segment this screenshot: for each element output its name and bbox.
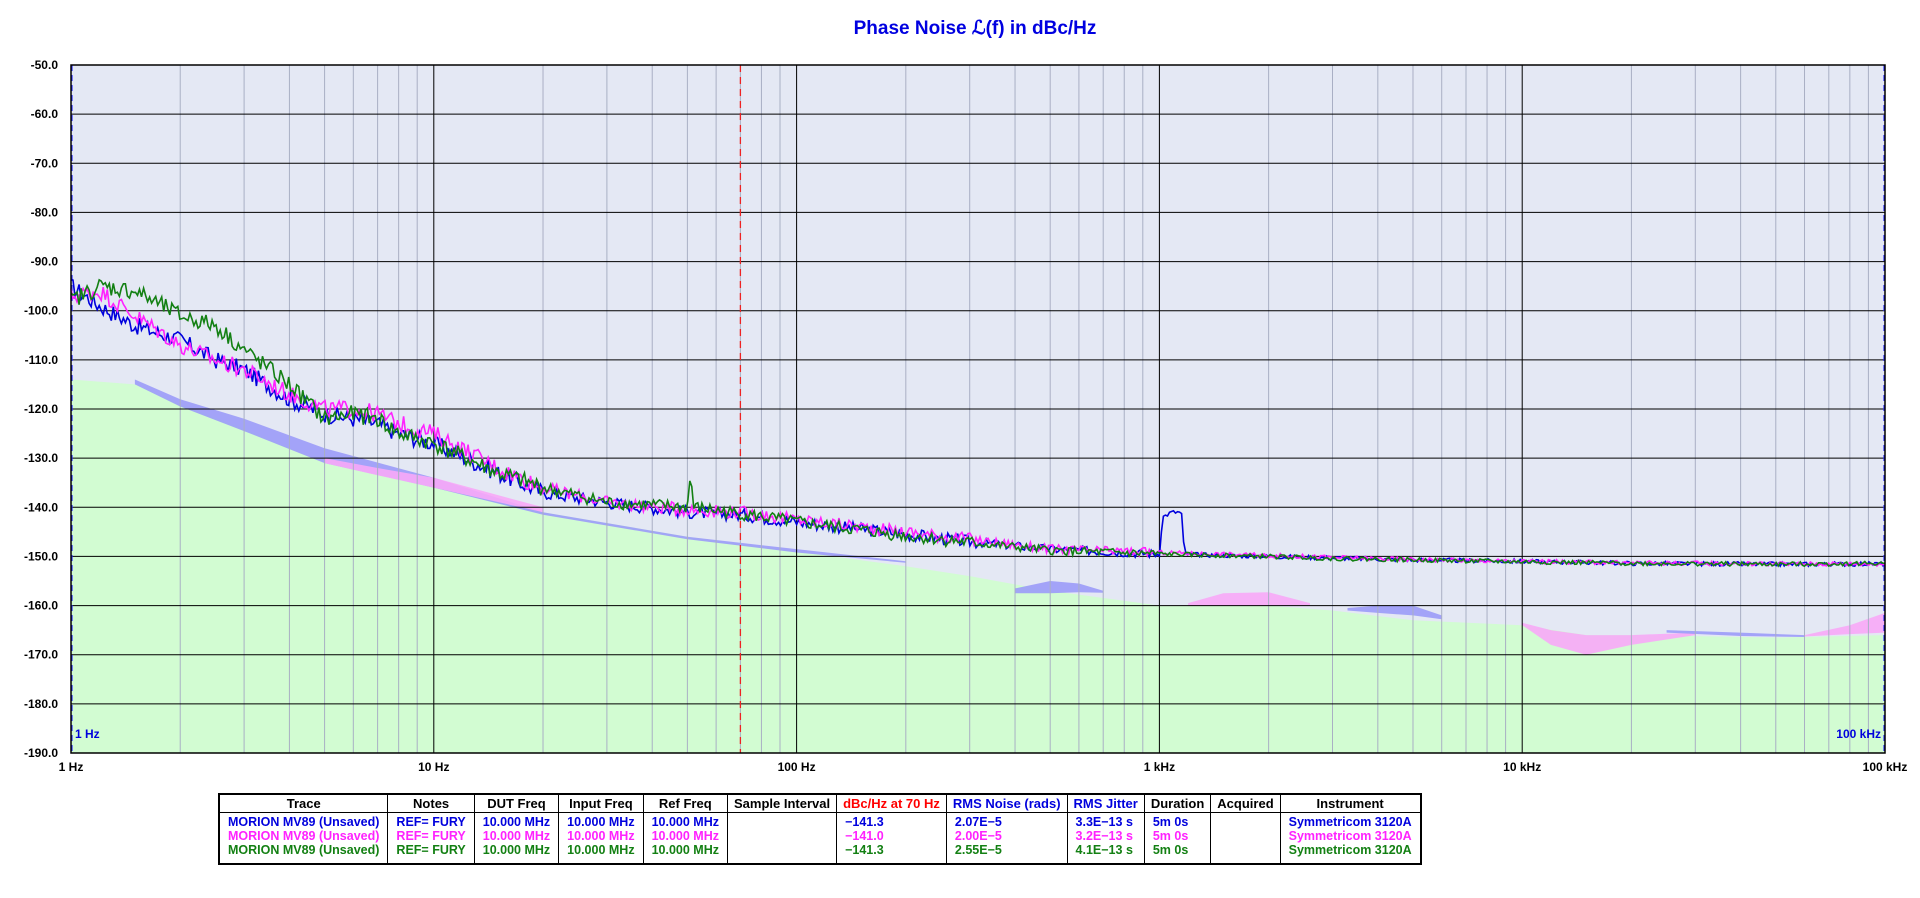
range-end-label: 100 kHz	[1836, 727, 1881, 741]
column-header: Sample Interval	[726, 793, 838, 813]
table-cell: 10.000 MHz	[558, 843, 644, 864]
y-tick-label: -140.0	[24, 500, 58, 514]
table-cell: 10.000 MHz	[558, 812, 644, 829]
table-cell: 2.00E−5	[945, 829, 1068, 843]
table-cell: MORION MV89 (Unsaved)	[218, 812, 389, 829]
table-cell: 10.000 MHz	[642, 812, 728, 829]
table-cell: 5m 0s	[1143, 812, 1212, 829]
uncertainty-band-2	[1015, 581, 1104, 594]
table-cell: Symmetricom 3120A	[1279, 812, 1422, 829]
table-cell	[726, 812, 838, 829]
table-cell: 3.2E−13 s	[1066, 829, 1145, 843]
table-cell: 2.55E−5	[945, 843, 1068, 864]
y-tick-label: -120.0	[24, 402, 58, 416]
table-cell: 4.1E−13 s	[1066, 843, 1145, 864]
table-header-row: Trace Notes DUT Freq Input Freq Ref Freq Samp…	[218, 793, 1422, 813]
table-cell: 10.000 MHz	[473, 843, 560, 864]
table-cell: 5m 0s	[1143, 843, 1212, 864]
table-row: MORION MV89 (Unsaved) REF= FURY 10.000 MHz…	[218, 843, 1422, 864]
y-tick-label: -80.0	[31, 205, 59, 219]
y-tick-label: -90.0	[31, 255, 59, 269]
column-header: Trace	[218, 793, 389, 813]
y-tick-label: -190.0	[24, 746, 58, 760]
phase-noise-plot: -50.0 -60.0 -70.0 -80.0 -90.0 -100.0 -110.0 -12…	[24, 58, 1908, 774]
table-cell	[726, 829, 838, 843]
column-header: DUT Freq	[473, 793, 560, 813]
table-cell: 10.000 MHz	[473, 812, 560, 829]
column-header: Input Freq	[558, 793, 644, 813]
table-cell: MORION MV89 (Unsaved)	[218, 843, 389, 864]
table-cell: 10.000 MHz	[558, 829, 644, 843]
table-cell: MORION MV89 (Unsaved)	[218, 829, 389, 843]
column-header: Duration	[1143, 793, 1212, 813]
y-tick-label: -70.0	[31, 156, 59, 170]
table-cell: −141.3	[836, 843, 947, 864]
table-cell: −141.0	[836, 829, 947, 843]
uncertainty-band-7	[1804, 612, 1885, 637]
table-cell: −141.3	[836, 812, 947, 829]
y-tick-label: -170.0	[24, 648, 58, 662]
trace-summary-table: Trace Notes DUT Freq Input Freq Ref Freq Samp…	[218, 793, 1422, 865]
plot-frame	[70, 64, 1886, 754]
y-tick-label: -160.0	[24, 599, 58, 613]
table-cell: REF= FURY	[387, 829, 475, 843]
chart-title: Phase Noise ℒ(f) in dBc/Hz	[853, 18, 1097, 39]
column-header: RMS Noise (rads)	[945, 793, 1068, 813]
table-cell: REF= FURY	[387, 843, 475, 864]
table-cell	[1210, 843, 1281, 864]
table-cell: Symmetricom 3120A	[1279, 843, 1422, 864]
x-tick-label: 1 Hz	[59, 760, 84, 774]
column-header: Acquired	[1210, 793, 1281, 813]
uncertainty-band-6	[1666, 630, 1805, 637]
noise-floor-area	[71, 379, 1885, 753]
y-tick-label: -150.0	[24, 549, 58, 563]
table-cell	[726, 843, 838, 864]
table-cell: 10.000 MHz	[642, 843, 728, 864]
uncertainty-band-4	[1347, 605, 1442, 620]
y-tick-label: -50.0	[31, 58, 59, 72]
y-tick-label: -100.0	[24, 304, 58, 318]
table-cell	[1210, 812, 1281, 829]
y-tick-label: -180.0	[24, 697, 58, 711]
table-cell: Symmetricom 3120A	[1279, 829, 1422, 843]
y-tick-label: -130.0	[24, 451, 58, 465]
table-cell: 5m 0s	[1143, 829, 1212, 843]
table-cell: 10.000 MHz	[473, 829, 560, 843]
table-cell: 2.07E−5	[945, 812, 1068, 829]
range-start-label: 1 Hz	[75, 727, 100, 741]
column-header: Ref Freq	[642, 793, 728, 813]
trace-line-3	[70, 278, 1886, 568]
column-header: dBc/Hz at 70 Hz	[836, 793, 947, 813]
table-cell: 10.000 MHz	[642, 829, 728, 843]
x-tick-label: 10 Hz	[418, 760, 449, 774]
y-tick-label: -110.0	[25, 353, 59, 367]
column-header: Instrument	[1279, 793, 1422, 813]
x-tick-label: 100 Hz	[778, 760, 816, 774]
column-header: RMS Jitter	[1066, 793, 1145, 813]
table-cell	[1210, 829, 1281, 843]
uncertainty-band-3	[1188, 592, 1310, 606]
uncertainty-band-5	[1522, 622, 1696, 655]
x-tick-label: 100 kHz	[1863, 760, 1908, 774]
table-row: MORION MV89 (Unsaved) REF= FURY 10.000 MHz…	[218, 812, 1422, 829]
table-row: MORION MV89 (Unsaved) REF= FURY 10.000 MHz…	[218, 829, 1422, 843]
x-tick-label: 10 kHz	[1503, 760, 1541, 774]
x-tick-label: 1 kHz	[1144, 760, 1175, 774]
y-tick-label: -60.0	[31, 107, 59, 121]
table-cell: 3.3E−13 s	[1066, 812, 1145, 829]
column-header: Notes	[387, 793, 475, 813]
table-cell: REF= FURY	[387, 812, 475, 829]
